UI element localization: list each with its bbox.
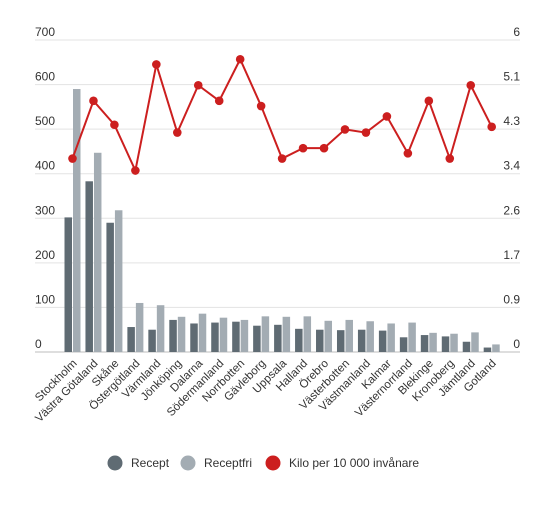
line-point <box>445 154 455 163</box>
line-point <box>110 120 119 130</box>
bar-recept <box>378 330 387 352</box>
bar-receptfri <box>492 344 500 352</box>
bar-receptfri <box>303 316 312 352</box>
y-tick-label-right: 4.3 <box>503 114 520 128</box>
y-tick-label-right: 6 <box>513 25 520 39</box>
line-point <box>131 166 140 175</box>
bar-receptfri <box>177 316 186 352</box>
line-point <box>403 149 413 158</box>
bar-recept <box>483 347 492 352</box>
line-point <box>256 101 266 111</box>
bar-recept <box>211 322 219 352</box>
y-axis-left: 0 100 200 300 400 500 600 700 <box>35 25 55 351</box>
y-tick-label-right: 5.1 <box>503 70 520 84</box>
bar-recept <box>441 336 450 352</box>
bar-receptfri <box>261 316 270 352</box>
line-point <box>340 125 350 134</box>
legend-swatch <box>107 455 123 471</box>
legend-swatch <box>180 455 196 471</box>
bar-receptfri <box>345 319 353 352</box>
bar-receptfri <box>408 322 416 352</box>
y-tick-label-left: 0 <box>35 337 42 351</box>
bar-recept <box>64 217 72 352</box>
bar-receptfri <box>450 333 458 352</box>
line-kilo-per-10000 <box>71 56 493 174</box>
bar-receptfri <box>429 332 437 352</box>
line-series <box>68 54 497 175</box>
bar-recept <box>357 329 366 352</box>
bar-receptfri <box>135 302 144 352</box>
bar-recept <box>295 328 303 352</box>
bar-receptfri <box>73 89 81 353</box>
bar-recept <box>253 325 261 352</box>
y-tick-label-left: 600 <box>35 70 55 84</box>
bar-series <box>64 89 500 353</box>
legend-label: Recept <box>131 456 170 470</box>
line-point <box>487 122 497 132</box>
bar-receptfri <box>387 323 395 352</box>
y-tick-label-left: 100 <box>35 292 55 306</box>
bar-receptfri <box>366 321 374 352</box>
legend: Recept Receptfri Kilo per 10 000 invånare <box>107 455 419 471</box>
line-point <box>277 154 287 163</box>
bar-recept <box>127 327 135 352</box>
line-point <box>152 60 161 69</box>
bar-recept <box>420 335 429 352</box>
line-point <box>193 80 203 90</box>
line-point <box>382 112 392 121</box>
y-tick-label-right: 0 <box>513 337 520 351</box>
bar-recept <box>106 222 114 352</box>
bar-receptfri <box>324 320 333 352</box>
bar-receptfri <box>219 317 228 352</box>
line-point <box>68 154 77 163</box>
bar-receptfri <box>156 305 165 352</box>
bar-receptfri <box>114 210 123 352</box>
line-point <box>173 128 182 137</box>
bar-receptfri <box>93 152 102 352</box>
bar-receptfri <box>240 319 249 352</box>
y-tick-label-left: 200 <box>35 248 55 262</box>
bar-recept <box>336 330 345 352</box>
y-tick-label-left: 300 <box>35 203 55 217</box>
bar-receptfri <box>282 316 291 352</box>
y-tick-label-right: 0.9 <box>503 292 520 306</box>
bar-recept <box>462 341 471 352</box>
y-tick-label-left: 500 <box>35 114 55 128</box>
bar-recept <box>232 321 240 352</box>
bar-recept <box>169 319 177 352</box>
bar-recept <box>274 324 282 352</box>
legend-label: Kilo per 10 000 invånare <box>289 456 419 470</box>
bar-recept <box>85 181 93 352</box>
bar-receptfri <box>471 332 479 352</box>
line-point <box>298 143 308 153</box>
line-point <box>424 96 434 106</box>
y-tick-label-right: 1.7 <box>503 248 520 262</box>
line-point <box>89 96 98 106</box>
line-point <box>214 96 224 106</box>
bar-recept <box>190 323 198 352</box>
y-axis-right: 0 0.9 1.7 2.6 3.4 4.3 5.1 6 <box>503 25 520 351</box>
y-tick-label-left: 700 <box>35 25 55 39</box>
line-point <box>235 54 245 64</box>
legend-label: Receptfri <box>204 456 252 470</box>
bar-recept <box>399 337 408 352</box>
bar-receptfri <box>198 313 207 352</box>
bar-recept <box>148 329 156 352</box>
line-point <box>466 80 476 90</box>
y-tick-label-right: 3.4 <box>503 159 520 173</box>
bar-recept <box>316 329 324 352</box>
line-point <box>319 143 329 153</box>
legend-swatch <box>265 455 281 471</box>
line-point <box>361 128 371 137</box>
y-tick-label-left: 400 <box>35 159 55 173</box>
y-tick-label-right: 2.6 <box>503 203 520 217</box>
